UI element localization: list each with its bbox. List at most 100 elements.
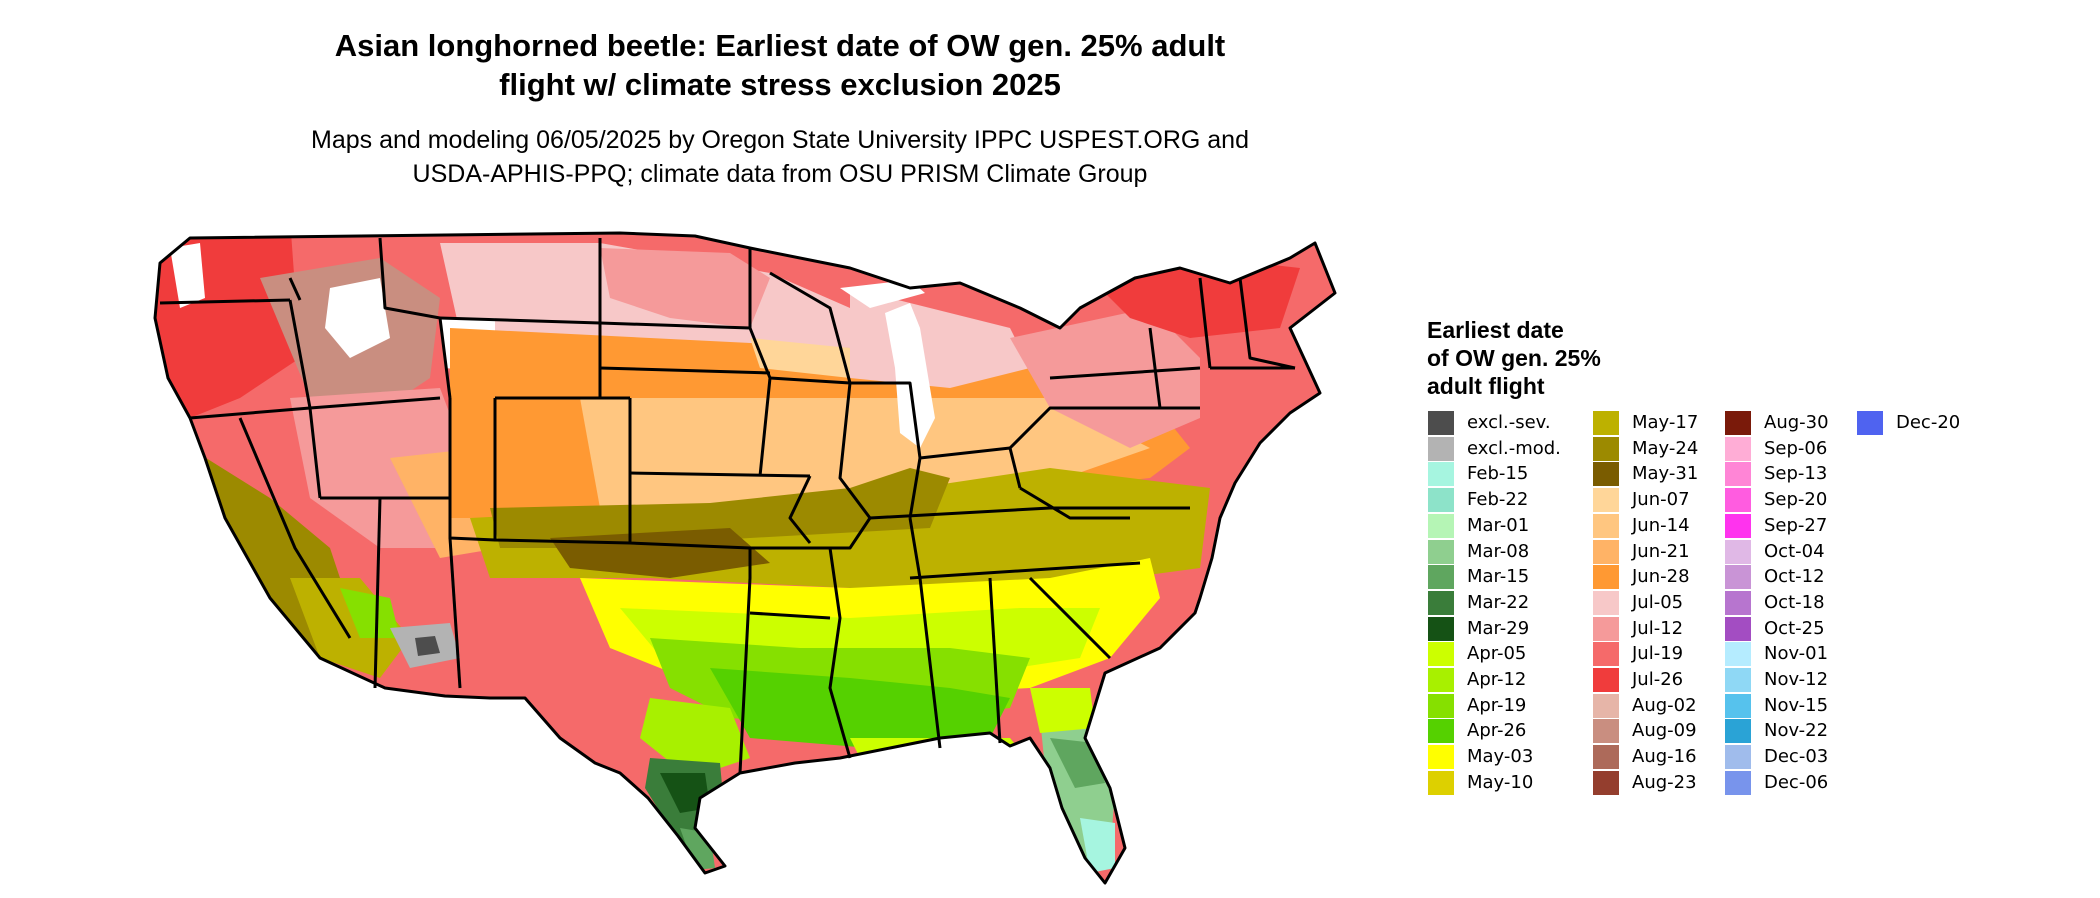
legend-swatch	[1428, 436, 1454, 461]
legend-swatch	[1593, 745, 1619, 770]
legend-swatch	[1725, 745, 1751, 770]
legend-swatch	[1428, 693, 1454, 718]
legend-label: Apr-05	[1467, 643, 1527, 665]
legend-swatch	[1428, 719, 1454, 744]
legend-label: May-10	[1467, 771, 1534, 793]
legend-swatch	[1428, 770, 1454, 795]
legend-label: Feb-15	[1467, 463, 1529, 485]
legend-label: Jun-21	[1632, 540, 1690, 562]
legend-label: Oct-04	[1764, 540, 1825, 562]
legend-label: Aug-02	[1632, 694, 1697, 716]
legend-label: Oct-12	[1764, 566, 1825, 588]
legend-swatch	[1725, 462, 1751, 487]
legend-swatch	[1593, 565, 1619, 590]
legend-label: Sep-06	[1764, 437, 1828, 459]
legend-label: Jul-05	[1632, 591, 1684, 613]
legend-swatch	[1725, 590, 1751, 615]
legend-label: Aug-09	[1632, 720, 1697, 742]
legend-label: Jun-28	[1632, 566, 1690, 588]
legend-title-line-1: Earliest date	[1427, 317, 1564, 343]
legend-label: Dec-20	[1896, 412, 1961, 433]
legend-label: Nov-15	[1764, 694, 1829, 716]
legend-swatch	[1725, 616, 1751, 641]
legend-label: Aug-16	[1632, 746, 1697, 768]
legend-label: excl.-sev.	[1467, 412, 1551, 433]
map-subtitle: Maps and modeling 06/05/2025 by Oregon S…	[180, 123, 1380, 191]
legend-swatch	[1428, 590, 1454, 615]
legend-label: Aug-23	[1632, 771, 1697, 793]
map-subtitle-line-1: Maps and modeling 06/05/2025 by Oregon S…	[311, 126, 1249, 154]
legend-swatch	[1593, 411, 1619, 435]
legend-label: Sep-20	[1764, 489, 1828, 511]
legend-label: Nov-22	[1764, 720, 1829, 742]
map-title: Asian longhorned beetle: Earliest date o…	[180, 26, 1380, 104]
legend-swatch	[1725, 770, 1751, 795]
legend-label: May-03	[1467, 746, 1534, 768]
legend-label: Sep-13	[1764, 463, 1828, 485]
map-title-line-2: flight w/ climate stress exclusion 2025	[499, 67, 1061, 102]
legend-swatch	[1428, 745, 1454, 770]
legend-swatch	[1593, 642, 1619, 667]
legend-swatch	[1725, 488, 1751, 513]
legend-label: Mar-29	[1467, 617, 1530, 639]
legend-label: Mar-15	[1467, 566, 1530, 588]
legend-swatch	[1593, 719, 1619, 744]
legend-label: Apr-19	[1467, 694, 1527, 716]
legend-swatch	[1593, 693, 1619, 718]
legend-label: Dec-06	[1764, 771, 1829, 793]
legend-swatch	[1725, 719, 1751, 744]
legend-label: Oct-25	[1764, 617, 1825, 639]
legend-swatch	[1725, 411, 1751, 435]
legend-label: Jul-12	[1632, 617, 1684, 639]
legend-label: Mar-22	[1467, 591, 1530, 613]
legend-swatch	[1725, 539, 1751, 564]
legend-swatch	[1593, 616, 1619, 641]
legend-label: Dec-03	[1764, 746, 1829, 768]
legend-swatch	[1428, 488, 1454, 513]
legend-swatch	[1593, 488, 1619, 513]
legend-swatch	[1428, 462, 1454, 487]
legend-swatch	[1725, 642, 1751, 667]
legend-swatch	[1428, 616, 1454, 641]
legend-swatch	[1428, 642, 1454, 667]
legend-swatch	[1593, 436, 1619, 461]
legend-label: Jun-07	[1632, 489, 1690, 511]
legend-title: Earliest date of OW gen. 25% adult fligh…	[1427, 316, 1687, 400]
legend-label: Jun-14	[1632, 514, 1690, 536]
legend-label: Mar-08	[1467, 540, 1530, 562]
legend-swatch	[1593, 770, 1619, 795]
legend-label: Apr-12	[1467, 669, 1527, 690]
legend-label: excl.-mod.	[1467, 437, 1561, 459]
us-phenology-map	[153, 231, 1337, 885]
legend-swatch	[1428, 668, 1454, 692]
legend-swatch	[1725, 668, 1751, 692]
legend-label: Mar-01	[1467, 514, 1530, 536]
legend-label: May-24	[1632, 437, 1699, 459]
legend-swatch	[1857, 411, 1883, 435]
legend-label: Jul-26	[1632, 669, 1684, 690]
legend-label: Aug-30	[1764, 412, 1829, 433]
map-title-line-1: Asian longhorned beetle: Earliest date o…	[334, 28, 1226, 63]
legend-title-line-3: adult flight	[1427, 373, 1545, 399]
legend-label: May-31	[1632, 463, 1699, 485]
legend-label: Feb-22	[1467, 489, 1529, 511]
legend-swatch	[1593, 462, 1619, 487]
legend-swatch	[1725, 436, 1751, 461]
legend-title-line-2: of OW gen. 25%	[1427, 345, 1601, 371]
legend-swatch	[1428, 513, 1454, 538]
map-subtitle-line-2: USDA-APHIS-PPQ; climate data from OSU PR…	[412, 160, 1148, 188]
legend-swatch	[1428, 539, 1454, 564]
legend-label: Oct-18	[1764, 591, 1825, 613]
legend-swatch	[1593, 668, 1619, 692]
legend-swatch	[1725, 565, 1751, 590]
legend-label: Nov-01	[1764, 643, 1829, 665]
legend-swatch	[1428, 411, 1454, 435]
legend-swatch	[1593, 590, 1619, 615]
legend-label: Sep-27	[1764, 514, 1828, 536]
legend-swatch	[1428, 565, 1454, 590]
legend-label: Nov-12	[1764, 669, 1829, 690]
legend-swatch	[1593, 513, 1619, 538]
legend-label: Apr-26	[1467, 720, 1527, 742]
legend-swatch	[1725, 693, 1751, 718]
legend-label: May-17	[1632, 412, 1699, 433]
